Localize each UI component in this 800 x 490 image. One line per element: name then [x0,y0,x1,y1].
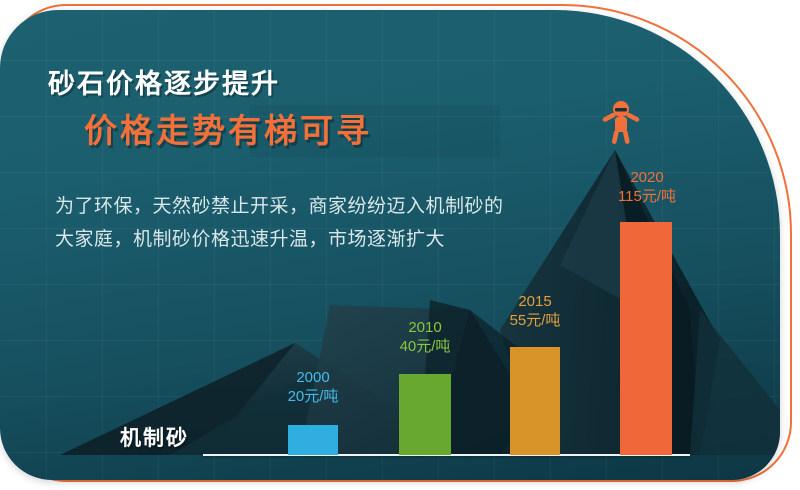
chart-baseline-axis [203,454,690,456]
bar-year-2000: 2000 [296,369,330,386]
bar-label-2010: 2010 40元/吨 [380,318,470,356]
body-description: 为了环保，天然砂禁止开采，商家纷纷迈入机制砂的大家庭，机制砂价格迅速升温，市场逐… [55,196,504,250]
bar-price-2010: 40元/吨 [399,338,451,355]
person-celebrating-icon [602,101,640,144]
axis-category-label: 机制砂 [120,427,189,450]
bar-label-2015: 2015 55元/吨 [490,292,580,330]
bar-label-2000: 2000 20元/吨 [268,368,358,406]
bar-price-2000: 20元/吨 [287,388,339,405]
bar-year-2010: 2010 [408,319,442,336]
bar-label-2020: 2020 115元/吨 [601,168,693,206]
bar-price-2015: 55元/吨 [509,312,561,329]
bar-2000[interactable] [288,425,338,455]
bar-2020[interactable] [620,222,672,455]
page-title: 砂石价格逐步提升 [48,69,280,99]
background-watermark [250,105,500,157]
bar-year-2020: 2020 [630,169,664,186]
bar-year-2015: 2015 [518,293,552,310]
page-subtitle: 价格走势有梯可寻 [84,112,372,149]
bar-2010[interactable] [399,374,451,455]
bar-price-2020: 115元/吨 [617,188,677,205]
bar-2015[interactable] [510,347,560,455]
